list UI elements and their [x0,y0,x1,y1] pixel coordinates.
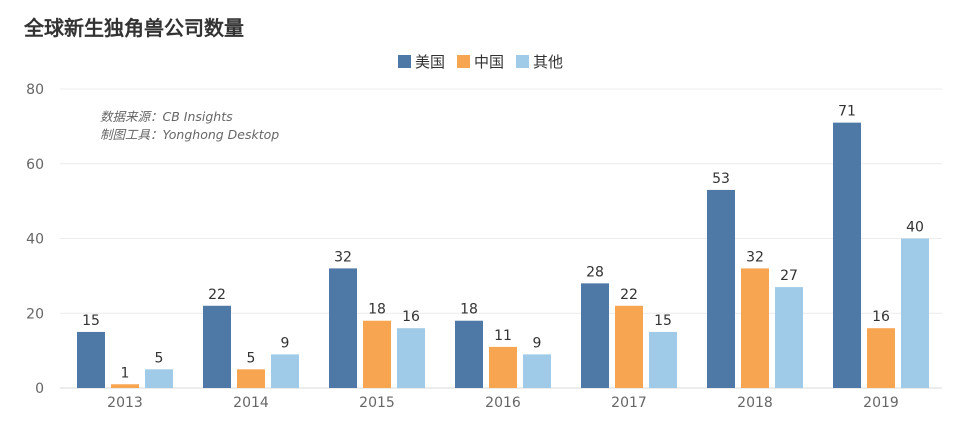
bar-2016-其他[interactable] [523,354,551,388]
source-notes: 数据来源：CB Insights 制图工具：Yonghong Desktop [100,109,279,142]
x-tick-label: 2015 [359,395,395,411]
data-label: 32 [334,249,352,265]
y-tick-label: 0 [35,381,44,397]
bar-2016-美国[interactable] [455,320,483,388]
data-label: 9 [281,335,290,351]
bar-2014-其他[interactable] [271,354,299,388]
data-label: 16 [872,309,890,325]
x-tick-label: 2014 [233,395,269,411]
source-note: 数据来源：CB Insights [100,109,233,124]
data-label: 22 [620,287,638,303]
x-tick-label: 2016 [485,395,521,411]
data-label: 16 [402,309,420,325]
data-label: 1 [121,365,130,381]
data-label: 5 [155,350,164,366]
data-label: 32 [746,249,764,265]
data-label: 15 [82,313,100,329]
data-label: 18 [460,302,478,318]
bar-2015-其他[interactable] [397,328,425,388]
bar-2018-其他[interactable] [775,287,803,388]
x-tick-label: 2017 [611,395,647,411]
legend-label[interactable]: 美国 [415,53,445,71]
data-label: 9 [533,335,542,351]
x-tick-label: 2019 [863,395,899,411]
bar-2018-美国[interactable] [707,189,735,388]
data-label: 5 [247,350,256,366]
bar-2019-其他[interactable] [901,238,929,389]
bars [77,122,929,389]
x-tick-label: 2013 [107,395,143,411]
bar-2017-中国[interactable] [615,305,643,388]
data-label: 40 [906,220,924,236]
bar-2013-美国[interactable] [77,331,105,388]
bar-2018-中国[interactable] [741,268,769,388]
legend-swatch [398,55,411,68]
legend-label[interactable]: 中国 [474,53,504,71]
bar-2014-中国[interactable] [237,369,265,388]
data-label: 53 [712,171,730,187]
legend: 美国 中国 其他 [398,53,563,71]
x-tick-label: 2018 [737,395,773,411]
y-tick-label: 60 [26,157,44,173]
data-label: 27 [780,268,798,284]
legend-label[interactable]: 其他 [533,53,563,71]
y-axis-ticks: 0 20 40 60 80 [26,82,44,397]
y-tick-label: 20 [26,306,44,322]
bar-2016-中国[interactable] [489,346,517,388]
bar-2019-中国[interactable] [867,328,895,388]
bar-2013-中国[interactable] [111,384,139,388]
bar-2014-美国[interactable] [203,305,231,388]
chart-title: 全球新生独角兽公司数量 [24,16,244,40]
data-label: 15 [654,313,672,329]
data-label: 18 [368,302,386,318]
data-label: 71 [838,104,856,120]
x-axis-ticks: 2013 2014 2015 2016 2017 2018 2019 [107,395,899,411]
data-label: 11 [494,328,512,344]
bar-2017-其他[interactable] [649,331,677,388]
bar-2015-美国[interactable] [329,268,357,388]
data-label: 28 [586,264,604,280]
legend-swatch [457,55,470,68]
source-note: 制图工具：Yonghong Desktop [100,127,279,142]
bar-2017-美国[interactable] [581,283,609,388]
y-tick-label: 80 [26,82,44,98]
legend-swatch [516,55,529,68]
y-tick-label: 40 [26,232,44,248]
bar-2019-美国[interactable] [833,122,861,388]
bar-2013-其他[interactable] [145,369,173,388]
data-label: 22 [208,287,226,303]
bar-2015-中国[interactable] [363,320,391,388]
